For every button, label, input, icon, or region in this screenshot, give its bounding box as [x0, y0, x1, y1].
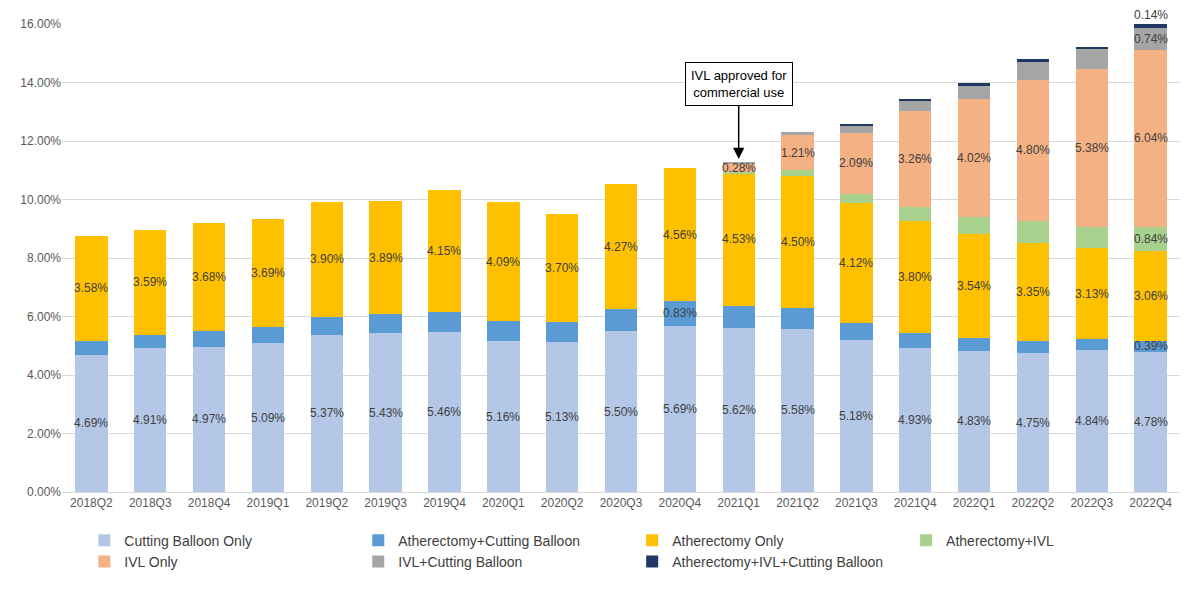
svg-text:2018Q2: 2018Q2 — [70, 496, 113, 510]
svg-text:6.04%: 6.04% — [1134, 131, 1168, 145]
svg-text:Atherectomy Only: Atherectomy Only — [672, 533, 783, 549]
svg-text:4.09%: 4.09% — [486, 255, 520, 269]
svg-text:4.78%: 4.78% — [1134, 415, 1168, 429]
svg-text:3.35%: 3.35% — [1016, 285, 1050, 299]
svg-text:0.39%: 0.39% — [1134, 339, 1168, 353]
svg-text:2022Q1: 2022Q1 — [953, 496, 996, 510]
svg-text:6.00%: 6.00% — [27, 310, 61, 324]
svg-text:3.58%: 3.58% — [74, 281, 108, 295]
svg-text:0.28%: 0.28% — [722, 161, 756, 175]
svg-text:4.02%: 4.02% — [957, 151, 991, 165]
svg-text:5.46%: 5.46% — [427, 405, 461, 419]
svg-text:5.62%: 5.62% — [722, 403, 756, 417]
svg-text:4.75%: 4.75% — [1016, 416, 1050, 430]
svg-text:4.53%: 4.53% — [722, 232, 756, 246]
svg-text:Atherectomy+IVL: Atherectomy+IVL — [946, 533, 1054, 549]
svg-text:4.27%: 4.27% — [604, 240, 638, 254]
svg-text:2021Q4: 2021Q4 — [894, 496, 937, 510]
svg-text:2020Q4: 2020Q4 — [658, 496, 701, 510]
svg-text:4.83%: 4.83% — [957, 414, 991, 428]
svg-text:5.50%: 5.50% — [604, 405, 638, 419]
svg-text:4.12%: 4.12% — [839, 256, 873, 270]
svg-text:5.09%: 5.09% — [251, 411, 285, 425]
svg-text:0.83%: 0.83% — [663, 306, 697, 320]
svg-text:8.00%: 8.00% — [27, 251, 61, 265]
svg-text:3.90%: 3.90% — [310, 252, 344, 266]
svg-text:4.93%: 4.93% — [898, 413, 932, 427]
svg-text:2022Q4: 2022Q4 — [1129, 496, 1172, 510]
svg-text:5.69%: 5.69% — [663, 402, 697, 416]
svg-text:Atherectomy+Cutting Balloon: Atherectomy+Cutting Balloon — [398, 533, 580, 549]
svg-text:5.18%: 5.18% — [839, 409, 873, 423]
svg-text:2020Q2: 2020Q2 — [541, 496, 584, 510]
svg-text:2022Q2: 2022Q2 — [1012, 496, 1055, 510]
svg-text:3.13%: 3.13% — [1075, 287, 1109, 301]
svg-text:2019Q2: 2019Q2 — [305, 496, 348, 510]
svg-text:0.00%: 0.00% — [27, 485, 61, 499]
svg-text:3.70%: 3.70% — [545, 261, 579, 275]
svg-text:4.69%: 4.69% — [74, 416, 108, 430]
svg-text:2018Q4: 2018Q4 — [188, 496, 231, 510]
svg-text:2020Q1: 2020Q1 — [482, 496, 525, 510]
svg-text:2022Q3: 2022Q3 — [1070, 496, 1113, 510]
svg-text:Cutting Balloon Only: Cutting Balloon Only — [124, 533, 252, 549]
svg-text:14.00%: 14.00% — [20, 76, 61, 90]
svg-text:16.00%: 16.00% — [20, 17, 61, 31]
svg-text:2021Q3: 2021Q3 — [835, 496, 878, 510]
svg-text:3.68%: 3.68% — [192, 270, 226, 284]
svg-text:4.91%: 4.91% — [133, 413, 167, 427]
svg-text:4.50%: 4.50% — [781, 235, 815, 249]
svg-text:IVL+Cutting Balloon: IVL+Cutting Balloon — [398, 554, 522, 570]
svg-text:4.15%: 4.15% — [427, 244, 461, 258]
svg-text:3.69%: 3.69% — [251, 266, 285, 280]
svg-text:2019Q1: 2019Q1 — [247, 496, 290, 510]
svg-text:4.56%: 4.56% — [663, 228, 697, 242]
svg-text:2021Q1: 2021Q1 — [717, 496, 760, 510]
svg-text:1.21%: 1.21% — [781, 146, 815, 160]
svg-text:Atherectomy+IVL+Cutting Balloo: Atherectomy+IVL+Cutting Balloon — [672, 554, 883, 570]
svg-text:5.58%: 5.58% — [781, 403, 815, 417]
svg-text:5.43%: 5.43% — [369, 406, 403, 420]
svg-text:3.80%: 3.80% — [898, 270, 932, 284]
svg-text:IVL Only: IVL Only — [124, 554, 177, 570]
svg-text:5.16%: 5.16% — [486, 410, 520, 424]
svg-text:3.59%: 3.59% — [133, 275, 167, 289]
svg-text:0.84%: 0.84% — [1134, 232, 1168, 246]
svg-text:3.26%: 3.26% — [898, 152, 932, 166]
svg-text:IVL approved forcommercial use: IVL approved forcommercial use — [691, 68, 787, 100]
svg-text:4.97%: 4.97% — [192, 412, 226, 426]
svg-text:3.89%: 3.89% — [369, 251, 403, 265]
svg-text:5.38%: 5.38% — [1075, 141, 1109, 155]
svg-text:2.00%: 2.00% — [27, 427, 61, 441]
svg-text:0.74%: 0.74% — [1134, 32, 1168, 46]
svg-text:2021Q2: 2021Q2 — [776, 496, 819, 510]
svg-text:2.09%: 2.09% — [839, 156, 873, 170]
svg-text:4.84%: 4.84% — [1075, 414, 1109, 428]
svg-text:5.13%: 5.13% — [545, 410, 579, 424]
svg-text:2019Q4: 2019Q4 — [423, 496, 466, 510]
svg-text:2019Q3: 2019Q3 — [364, 496, 407, 510]
svg-text:5.37%: 5.37% — [310, 406, 344, 420]
svg-text:4.00%: 4.00% — [27, 368, 61, 382]
svg-text:2020Q3: 2020Q3 — [600, 496, 643, 510]
svg-text:0.14%: 0.14% — [1134, 8, 1168, 22]
svg-text:3.54%: 3.54% — [957, 279, 991, 293]
svg-text:2018Q3: 2018Q3 — [129, 496, 172, 510]
svg-text:4.80%: 4.80% — [1016, 143, 1050, 157]
svg-text:12.00%: 12.00% — [20, 134, 61, 148]
svg-text:10.00%: 10.00% — [20, 193, 61, 207]
svg-text:3.06%: 3.06% — [1134, 289, 1168, 303]
